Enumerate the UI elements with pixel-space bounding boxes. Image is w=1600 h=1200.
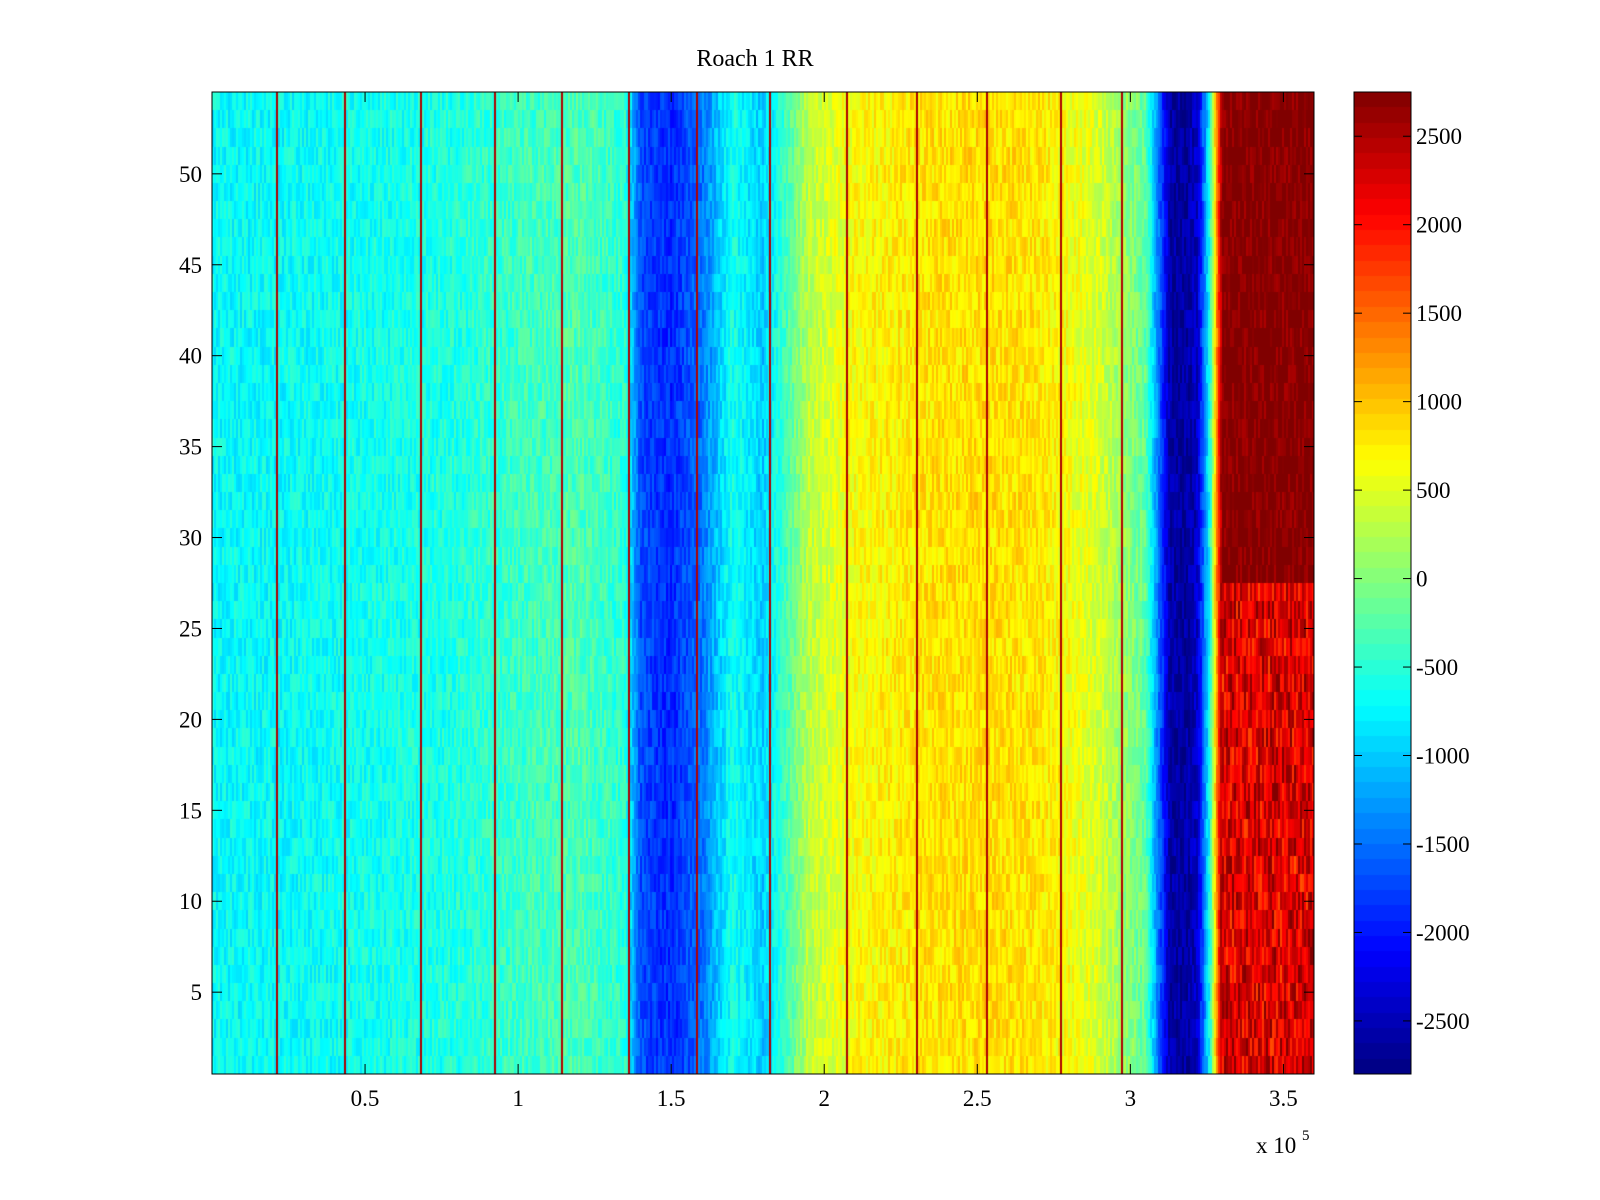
y-tick-label: 15 — [179, 798, 202, 823]
x-tick-label: 1 — [512, 1086, 524, 1111]
colorbar-tick-label: -1500 — [1416, 832, 1470, 857]
x-tick-label: 3.5 — [1269, 1086, 1298, 1111]
heatmap-image — [212, 92, 1314, 1074]
colorbar-tick-label: -2500 — [1416, 1009, 1470, 1034]
y-tick-label: 25 — [179, 616, 202, 641]
x-tick-label: 2.5 — [963, 1086, 992, 1111]
y-tick-label: 5 — [191, 980, 203, 1005]
colorbar-tick-label: -2000 — [1416, 920, 1470, 945]
heatmap-image-holder — [212, 92, 1314, 1074]
y-tick-label: 10 — [179, 889, 202, 914]
y-tick-label: 40 — [179, 344, 202, 369]
colorbar-tick-label: 2000 — [1416, 213, 1462, 238]
y-tick-label: 50 — [179, 162, 202, 187]
colorbar-image — [1354, 92, 1411, 1074]
colorbar-tick-label: 0 — [1416, 567, 1428, 592]
x-tick-label: 3 — [1125, 1086, 1137, 1111]
colorbar-image-holder — [1354, 92, 1411, 1074]
y-tick-label: 30 — [179, 526, 202, 551]
x-tick-label: 1.5 — [657, 1086, 686, 1111]
plot-frame — [211, 91, 1315, 1075]
colorbar-tick-label: -500 — [1416, 655, 1458, 680]
colorbar-tick-label: 2500 — [1416, 124, 1462, 149]
y-tick-label: 20 — [179, 707, 202, 732]
y-tick-label: 35 — [179, 435, 202, 460]
colorbar-frame — [1353, 91, 1412, 1075]
x-exponent-base: x 10 — [1256, 1133, 1296, 1158]
colorbar-tick-label: -1000 — [1416, 744, 1470, 769]
y-axis: 5 10 15 20 25 30 35 40 45 50 — [179, 162, 1314, 1005]
x-axis: 0.5 1 1.5 2 2.5 3 3.5 — [351, 92, 1298, 1111]
colorbar-tick-label: 1000 — [1416, 390, 1462, 415]
y-tick-label: 45 — [179, 253, 202, 278]
colorbar-axis: -2500 -2000 -1500 -1000 -500 0 500 1000 1500 2000… — [1354, 124, 1470, 1034]
chart-title: Roach 1 RR — [696, 46, 813, 72]
x-exponent-power: 5 — [1302, 1128, 1310, 1144]
x-exponent-label: x 10 5 — [1256, 1128, 1310, 1158]
x-tick-label: 0.5 — [351, 1086, 380, 1111]
colorbar-tick-label: 1500 — [1416, 301, 1462, 326]
x-tick-label: 2 — [818, 1086, 830, 1111]
colorbar-tick-label: 500 — [1416, 478, 1451, 503]
